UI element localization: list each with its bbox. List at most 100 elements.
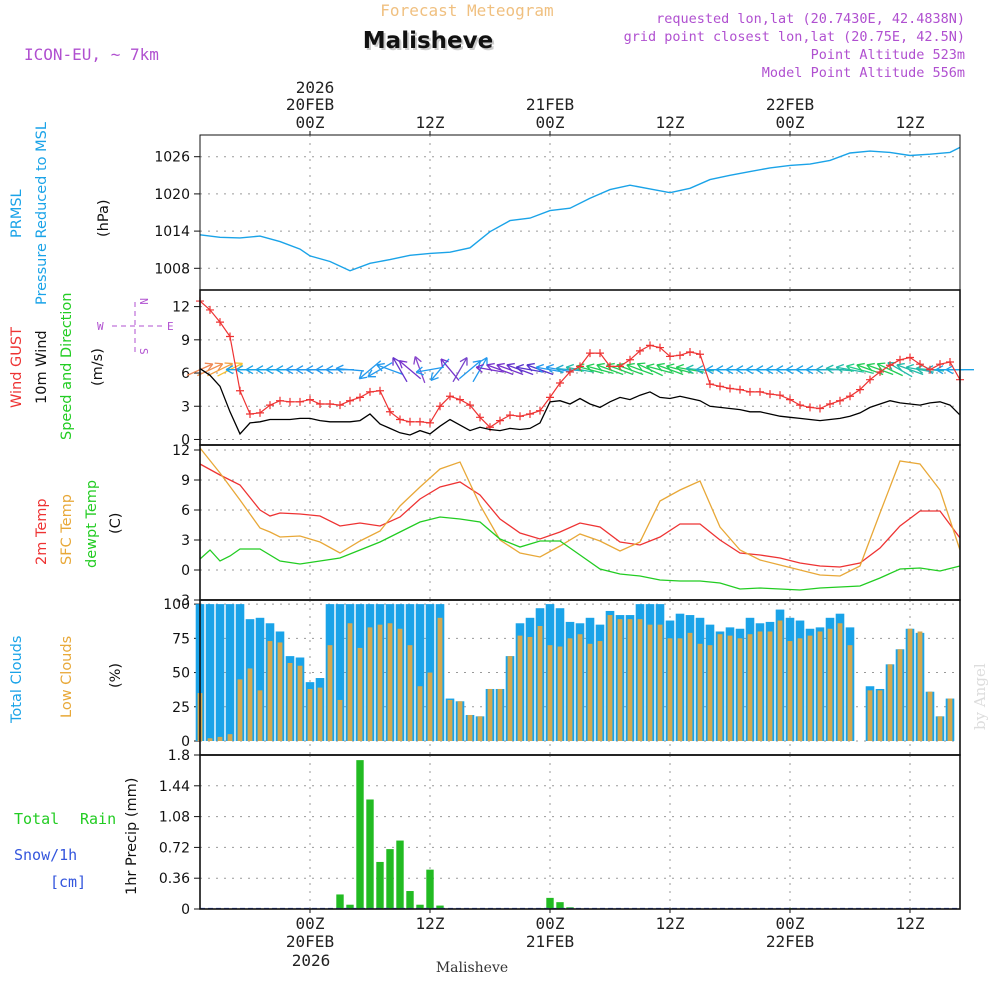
low-cloud-bar xyxy=(277,642,283,741)
gust-marker xyxy=(396,415,404,424)
top-time-label: 00Z xyxy=(776,113,805,132)
wind-arrow-head xyxy=(367,369,376,378)
wind-arrow xyxy=(197,362,224,377)
ylabel-gust: Wind GUST xyxy=(9,327,25,408)
wind-arrow-shaft xyxy=(376,364,404,376)
model-altitude: Model Point Altitude 556m xyxy=(762,65,965,81)
wind10m-line xyxy=(199,368,961,436)
precip-frame xyxy=(199,754,961,910)
gust-marker xyxy=(636,346,644,355)
wind-arrow-shaft xyxy=(476,366,504,373)
pressure-ytick-label: 1026 xyxy=(154,150,190,166)
label-snow: Snow/1h xyxy=(14,846,77,864)
wind-arrow xyxy=(358,360,382,380)
gust-marker xyxy=(316,400,324,409)
forecast-title: Forecast Meteogram xyxy=(380,1,553,20)
dewpt-line xyxy=(199,516,961,591)
wind-ytick-label: 9 xyxy=(181,333,190,349)
gust-marker xyxy=(756,387,764,396)
wind-arrow xyxy=(398,360,422,380)
ylabel-ms: (m/s) xyxy=(90,348,106,386)
low-cloud-bar xyxy=(397,628,403,741)
low-cloud-bar xyxy=(597,641,603,741)
total-cloud-bar xyxy=(415,604,425,741)
gust-marker xyxy=(606,362,614,371)
gust-marker xyxy=(906,353,914,362)
low-cloud-bar xyxy=(547,645,553,741)
bottom-time-label: 00Z xyxy=(776,914,805,933)
gust-marker xyxy=(326,400,334,409)
low-cloud-bar xyxy=(447,699,453,741)
gust-marker xyxy=(616,362,624,371)
wind-arrow-head xyxy=(825,364,834,374)
wind-arrow-head xyxy=(204,362,214,371)
wind-arrow-head xyxy=(486,362,495,372)
bottom-time-label: 22FEB xyxy=(766,932,814,951)
low-cloud-bar xyxy=(687,632,693,741)
wind-arrow-head xyxy=(235,365,244,375)
top-time-label: 00Z xyxy=(536,113,565,132)
wind-arrow-shaft xyxy=(430,358,450,381)
panels: 1008101410201026036912-30369120255075100… xyxy=(154,134,974,918)
point-altitude: Point Altitude 523m xyxy=(811,47,965,63)
wind-arrow-shaft xyxy=(496,364,524,376)
wind-arrow-head xyxy=(295,365,304,375)
rain-bar xyxy=(386,849,394,909)
gust-marker xyxy=(856,385,864,394)
wind-arrow-shaft xyxy=(516,366,544,373)
rain-bar xyxy=(346,904,354,909)
wind-arrow xyxy=(626,362,654,376)
wind-arrow xyxy=(486,362,514,376)
ylabel-hpa: (hPa) xyxy=(96,200,112,237)
top-time-label: 12Z xyxy=(656,113,685,132)
wind-arrow-head xyxy=(856,362,865,372)
rain-bar xyxy=(556,902,564,909)
low-cloud-bar xyxy=(477,716,483,741)
clouds-ytick-label: 25 xyxy=(172,700,190,716)
wind-arrow-head xyxy=(586,363,595,373)
low-cloud-bar xyxy=(467,714,473,741)
wind-arrow-head xyxy=(413,356,422,365)
wind-arrow-head xyxy=(775,365,784,375)
compass-south: S xyxy=(137,348,150,355)
low-cloud-bar xyxy=(537,626,543,741)
wind-arrow-head xyxy=(656,362,665,372)
gust-marker xyxy=(416,417,424,426)
gust-marker xyxy=(576,362,584,371)
temp2m-line xyxy=(199,463,961,568)
ylabel-c: (C) xyxy=(108,513,124,534)
top-time-label: 21FEB xyxy=(526,95,574,114)
low-cloud-bar xyxy=(557,646,563,741)
gust-marker xyxy=(716,382,724,391)
wind-arrow-head xyxy=(358,370,368,380)
gust-marker xyxy=(446,392,454,401)
gust-marker xyxy=(506,411,514,420)
gust-marker xyxy=(266,401,274,410)
pressure-ytick-label: 1008 xyxy=(154,261,190,277)
wind-arrow-shaft xyxy=(646,365,674,374)
compass-north: N xyxy=(137,298,150,305)
wind-arrow xyxy=(545,363,574,373)
low-cloud-bar xyxy=(227,734,233,741)
gust-marker xyxy=(936,360,944,369)
low-cloud-bar xyxy=(717,634,723,741)
temperature-ytick-label: -3 xyxy=(176,593,190,609)
gust-marker xyxy=(246,410,254,418)
wind-arrow-head xyxy=(285,365,294,375)
gust-marker xyxy=(546,393,554,402)
total-cloud-bar xyxy=(205,604,215,741)
pressure-frame xyxy=(199,134,961,291)
gust-marker xyxy=(736,385,744,394)
gust-marker xyxy=(816,404,824,413)
wind-arrow-head xyxy=(646,363,655,373)
wind-arrow-shaft xyxy=(626,364,654,376)
left-labels: PRMSL Pressure Reduced to MSL (hPa) Wind… xyxy=(9,122,174,895)
footer-location: Malisheve xyxy=(436,960,508,976)
gust-marker xyxy=(556,379,564,387)
gust-marker xyxy=(406,417,414,426)
compass-east: E xyxy=(167,320,174,333)
wind-arrow xyxy=(475,363,504,373)
wind-arrow-head xyxy=(805,365,814,375)
gust-marker xyxy=(586,349,594,358)
